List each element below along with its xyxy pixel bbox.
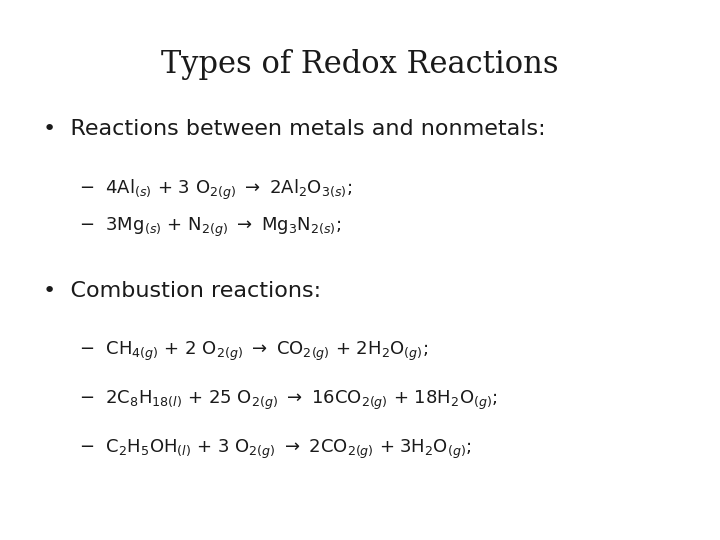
Text: Types of Redox Reactions: Types of Redox Reactions xyxy=(161,49,559,79)
Text: $-$  3Mg$_{(s)}$ + N$_{2(g)}$ $\rightarrow$ Mg$_{3}$N$_{2(s)}$;: $-$ 3Mg$_{(s)}$ + N$_{2(g)}$ $\rightarro… xyxy=(79,216,341,239)
Text: •  Reactions between metals and nonmetals:: • Reactions between metals and nonmetals… xyxy=(43,119,546,139)
Text: $-$  C$_{2}$H$_{5}$OH$_{(l)}$ + 3 O$_{2(g)}$ $\rightarrow$ 2CO$_{2(g)}$ + 3H$_{2: $-$ C$_{2}$H$_{5}$OH$_{(l)}$ + 3 O$_{2(g… xyxy=(79,437,472,461)
Text: $-$  4Al$_{(s)}$ + 3 O$_{2(g)}$ $\rightarrow$ 2Al$_{2}$O$_{3(s)}$;: $-$ 4Al$_{(s)}$ + 3 O$_{2(g)}$ $\rightar… xyxy=(79,178,352,202)
Text: $-$  2C$_{8}$H$_{18(l)}$ + 25 O$_{2(g)}$ $\rightarrow$ 16CO$_{2(g)}$ + 18H$_{2}$: $-$ 2C$_{8}$H$_{18(l)}$ + 25 O$_{2(g)}$ … xyxy=(79,389,498,412)
Text: •  Combustion reactions:: • Combustion reactions: xyxy=(43,281,321,301)
Text: $-$  CH$_{4(g)}$ + 2 O$_{2(g)}$ $\rightarrow$ CO$_{2(g)}$ + 2H$_{2}$O$_{(g)}$;: $-$ CH$_{4(g)}$ + 2 O$_{2(g)}$ $\rightar… xyxy=(79,340,428,363)
